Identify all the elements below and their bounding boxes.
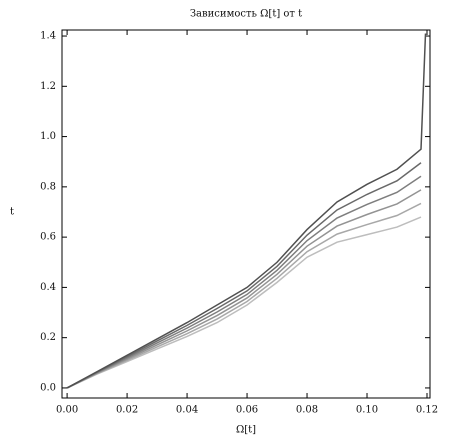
series-line [66,33,427,389]
x-tick-label: 0.08 [296,405,318,416]
series-line [66,216,422,389]
plot-frame [61,29,431,399]
y-tick-label: 0.2 [40,332,56,343]
x-tick-label: 0.06 [236,405,258,416]
x-tick-label: 0.00 [56,405,78,416]
y-tick-label: 1.4 [40,31,56,42]
chart-title: Зависимость Ω[t] от t [190,9,302,20]
y-tick-label: 1.2 [40,81,56,92]
y-tick-label: 1.0 [40,131,56,142]
series-line [66,189,422,389]
y-tick-label: 0.6 [40,232,56,243]
y-tick-label: 0.8 [40,181,56,192]
y-axis-label: t [10,207,14,218]
x-tick-label: 0.04 [176,405,198,416]
y-tick-label: 0.4 [40,282,56,293]
x-tick-label: 0.10 [356,405,378,416]
series-line [66,162,422,389]
x-tick-label: 0.02 [116,405,138,416]
series-line [66,175,422,389]
y-tick-label: 0.0 [40,382,56,393]
x-axis-label: Ω[t] [236,425,256,436]
x-tick-label: 0.12 [416,405,438,416]
series-line [66,202,422,389]
